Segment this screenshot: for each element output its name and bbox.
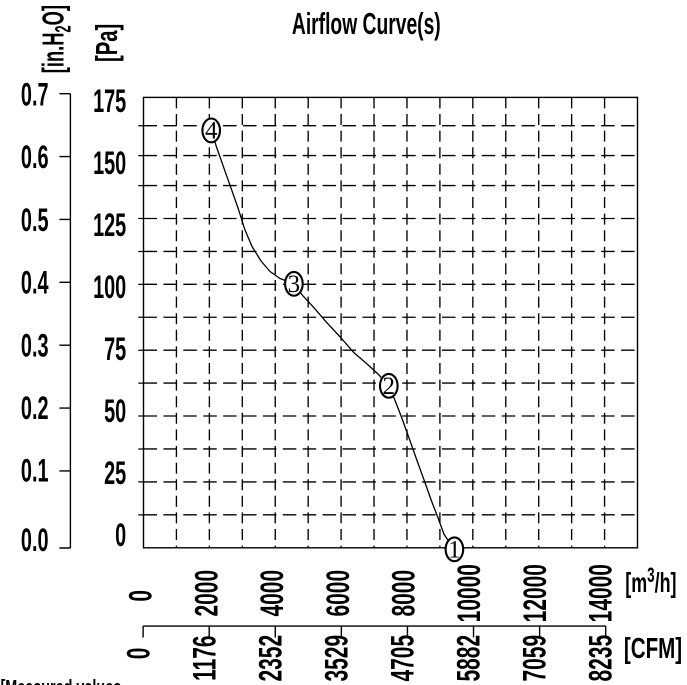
svg-text:[in.H2O]: [in.H2O] (37, 5, 76, 73)
svg-text:[CFM]: [CFM] (624, 633, 682, 665)
svg-text:12000: 12000 (518, 564, 553, 622)
svg-text:1: 1 (448, 537, 461, 564)
svg-text:4: 4 (205, 118, 218, 145)
svg-text:0: 0 (123, 590, 158, 602)
svg-text:4000: 4000 (255, 570, 290, 617)
svg-text:0.1: 0.1 (21, 453, 49, 489)
svg-text:0.0: 0.0 (21, 522, 49, 558)
svg-text:0.6: 0.6 (21, 139, 49, 175)
svg-text:3: 3 (288, 271, 301, 298)
svg-text:0.7: 0.7 (21, 77, 49, 113)
svg-text:2000: 2000 (189, 570, 224, 617)
svg-text:6000: 6000 (320, 570, 355, 617)
svg-text:3529: 3529 (319, 635, 354, 682)
svg-text:0: 0 (121, 648, 156, 660)
svg-text:8000: 8000 (386, 570, 421, 617)
svg-text:8235: 8235 (583, 635, 618, 682)
svg-text:5882: 5882 (451, 635, 486, 682)
svg-text:0.5: 0.5 (21, 202, 49, 238)
svg-text:[Pa]: [Pa] (89, 24, 124, 62)
svg-text:0.4: 0.4 (21, 265, 49, 301)
svg-text:4705: 4705 (385, 635, 420, 682)
svg-text:50: 50 (104, 393, 126, 429)
svg-text:150: 150 (93, 145, 126, 181)
svg-text:2: 2 (383, 373, 396, 400)
svg-text:125: 125 (93, 207, 126, 243)
svg-text:2352: 2352 (253, 635, 288, 682)
svg-text:0.3: 0.3 (21, 327, 49, 363)
svg-text:175: 175 (93, 83, 126, 119)
svg-text:[Measured values: [Measured values (1, 676, 122, 685)
svg-text:100: 100 (93, 269, 126, 305)
svg-text:Airflow Curve(s): Airflow Curve(s) (292, 8, 441, 42)
svg-text:0.2: 0.2 (21, 390, 49, 426)
svg-text:75: 75 (104, 331, 126, 367)
svg-text:7059: 7059 (517, 635, 552, 682)
svg-text:0: 0 (115, 517, 126, 553)
svg-text:25: 25 (104, 455, 126, 491)
svg-text:1176: 1176 (187, 635, 222, 680)
svg-text:10000: 10000 (452, 564, 487, 622)
svg-text:14000: 14000 (583, 564, 618, 622)
